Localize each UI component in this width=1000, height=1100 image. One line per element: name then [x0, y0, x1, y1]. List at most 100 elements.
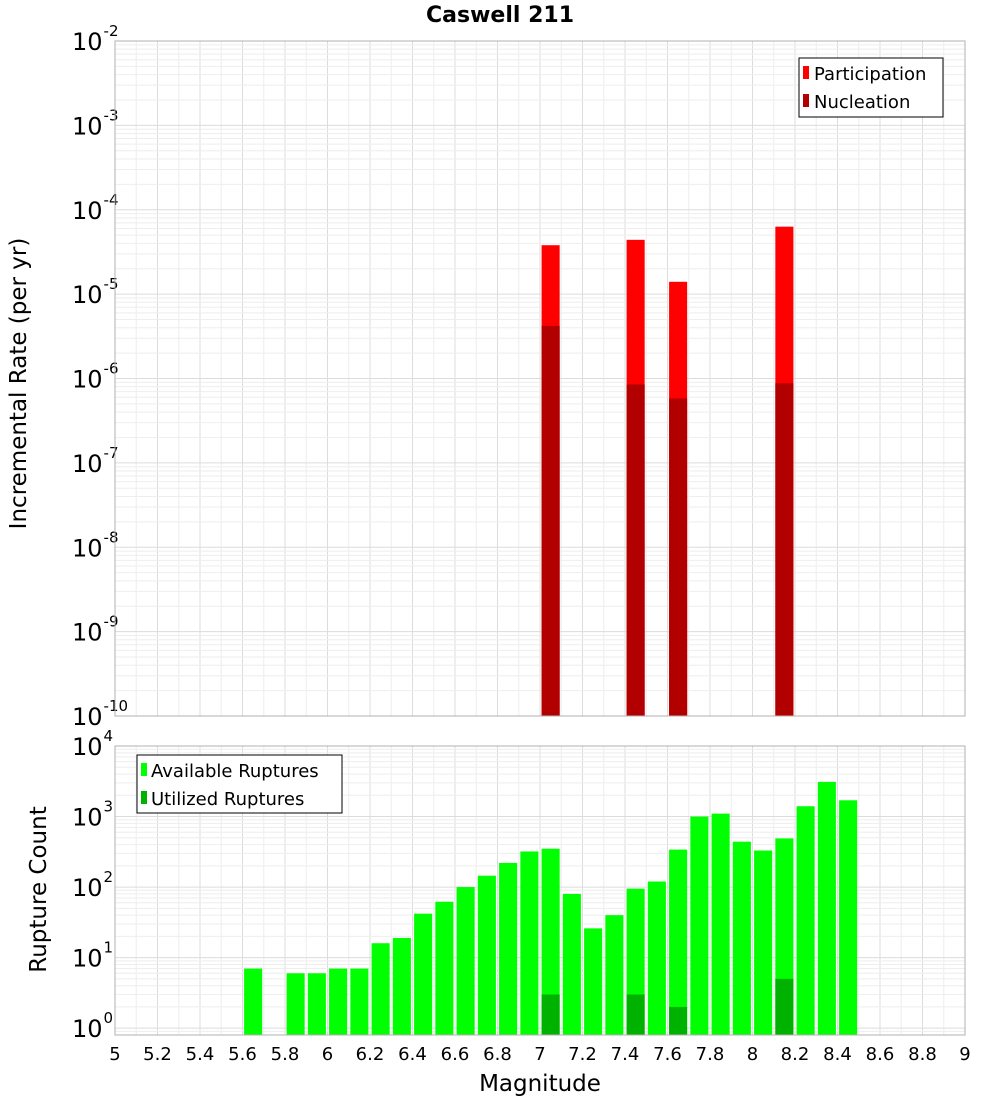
bar-available-ruptures-8-25: [796, 806, 815, 1035]
bar-available-ruptures-6-35: [392, 937, 411, 1035]
x-tick-label: 5: [109, 1044, 120, 1065]
bar-available-ruptures-8-05: [754, 850, 773, 1035]
bar-available-ruptures-5-65: [244, 968, 263, 1035]
y-tick-exponent: 0: [104, 1009, 114, 1027]
rate-plot-border: [114, 40, 966, 717]
y-tick-label: 10-2: [72, 22, 119, 56]
legend-swatch-available: [141, 763, 147, 776]
y-tick-exponent: 2: [104, 868, 114, 886]
bar-available-ruptures-5-95: [307, 973, 326, 1035]
y-tick-label: 10-7: [72, 444, 119, 478]
count-y-axis-label: Rupture Count: [26, 806, 52, 972]
bar-available-ruptures-7-15: [562, 893, 581, 1035]
x-tick-label: 8.6: [866, 1044, 895, 1065]
bar-available-ruptures-8-45: [839, 800, 858, 1035]
y-tick-exponent: -6: [104, 360, 119, 378]
legend-swatch-participation: [803, 66, 809, 79]
y-tick-exponent: 4: [104, 727, 114, 745]
legend-label-nucleation: Nucleation: [814, 92, 910, 113]
y-tick-label: 10-6: [72, 360, 119, 394]
y-tick-label: 103: [72, 798, 113, 832]
rate-grid: [114, 40, 966, 717]
y-tick-exponent: -8: [104, 528, 119, 546]
x-tick-label: 6.8: [483, 1044, 512, 1065]
y-tick-exponent: -4: [104, 191, 119, 209]
bar-nucleation-8-15: [775, 383, 794, 716]
bar-available-ruptures-7-65: [669, 849, 688, 1035]
x-tick-label: 8: [747, 1044, 758, 1065]
bar-utilized-ruptures-8-15: [775, 978, 794, 1035]
count-plot-border: [114, 745, 966, 1036]
bar-available-ruptures-7-25: [584, 928, 603, 1035]
legend-swatch-utilized: [141, 791, 147, 804]
count-x-ticks: 5 5.2 5.4 5.6 5.8 6 6.2 6.4 6.6 6.8 7 7.2 7.4 7.6 7.8 8…: [109, 1044, 970, 1065]
bar-available-ruptures-6-55: [435, 901, 454, 1035]
bar-nucleation-7-45: [626, 384, 645, 716]
y-tick-exponent: 3: [104, 798, 114, 816]
y-tick-label: 100: [72, 1009, 113, 1043]
x-tick-label: 7.4: [611, 1044, 640, 1065]
y-tick-exponent: -9: [104, 613, 119, 631]
x-tick-label: 5.6: [228, 1044, 257, 1065]
bar-available-ruptures-6-65: [456, 887, 475, 1035]
y-tick-label: 104: [72, 727, 113, 761]
y-tick-label: 10-10: [72, 697, 128, 731]
bar-available-ruptures-6-25: [371, 943, 390, 1035]
y-tick-label: 10-3: [72, 106, 119, 140]
bar-available-ruptures-7-35: [605, 915, 624, 1035]
bar-utilized-ruptures-7-45: [626, 994, 645, 1035]
bar-available-ruptures-5-85: [286, 973, 305, 1035]
count-legend: Available Ruptures Utilized Ruptures: [136, 754, 343, 814]
x-tick-label: 6.2: [356, 1044, 385, 1065]
bar-available-ruptures-6-15: [350, 968, 369, 1035]
legend-label-participation: Participation: [814, 64, 926, 85]
x-tick-label: 5.8: [271, 1044, 300, 1065]
bar-utilized-ruptures-7-05: [541, 994, 560, 1035]
y-tick-label: 102: [72, 868, 113, 902]
legend-swatch-nucleation: [803, 94, 809, 107]
bar-available-ruptures-7-95: [732, 841, 751, 1035]
bar-utilized-ruptures-7-65: [669, 1006, 688, 1035]
legend-label-utilized: Utilized Ruptures: [151, 789, 304, 810]
x-tick-label: 7.8: [696, 1044, 725, 1065]
x-tick-label: 8.4: [823, 1044, 852, 1065]
legend-label-available: Available Ruptures: [151, 761, 319, 782]
x-axis-label: Magnitude: [479, 1071, 601, 1097]
x-tick-label: 6.6: [441, 1044, 470, 1065]
y-tick-exponent: -2: [104, 22, 119, 40]
bar-nucleation-7-65: [669, 398, 688, 716]
chart-title: Caswell 211: [426, 3, 574, 28]
x-tick-label: 7: [534, 1044, 545, 1065]
x-tick-label: 8.2: [781, 1044, 810, 1065]
rate-legend: Participation Nucleation: [798, 57, 944, 118]
rate-legend-box: [798, 57, 944, 118]
x-tick-label: 7.2: [568, 1044, 597, 1065]
count-legend-box: [136, 754, 343, 814]
rate-panel: 10-10 10-9 10-8 10-7 10-6 10-5 10-4 10-3 10-2 In…: [6, 22, 966, 731]
y-tick-label: 10-8: [72, 528, 119, 562]
y-tick-label: 10-4: [72, 191, 119, 225]
x-tick-label: 8.8: [908, 1044, 937, 1065]
bar-available-ruptures-6-85: [499, 862, 518, 1035]
x-tick-label: 6: [322, 1044, 333, 1065]
y-tick-label: 10-5: [72, 275, 119, 309]
y-tick-exponent: -10: [104, 697, 129, 715]
rate-y-axis-label: Incremental Rate (per yr): [6, 238, 32, 530]
count-bars: [244, 781, 858, 1035]
rate-bars: [541, 226, 794, 717]
y-tick-exponent: -5: [104, 275, 119, 293]
bar-available-ruptures-6-75: [477, 875, 496, 1035]
y-tick-label: 101: [72, 939, 113, 973]
x-tick-label: 7.6: [653, 1044, 682, 1065]
bar-available-ruptures-6-95: [520, 851, 539, 1035]
bar-nucleation-7-05: [541, 325, 560, 716]
bar-available-ruptures-7-55: [647, 881, 666, 1035]
y-tick-exponent: -7: [104, 444, 119, 462]
y-tick-label: 10-9: [72, 613, 119, 647]
y-tick-exponent: 1: [104, 939, 114, 957]
bar-available-ruptures-7-05: [541, 848, 560, 1035]
bar-available-ruptures-7-85: [711, 813, 730, 1035]
y-tick-exponent: -3: [104, 106, 119, 124]
